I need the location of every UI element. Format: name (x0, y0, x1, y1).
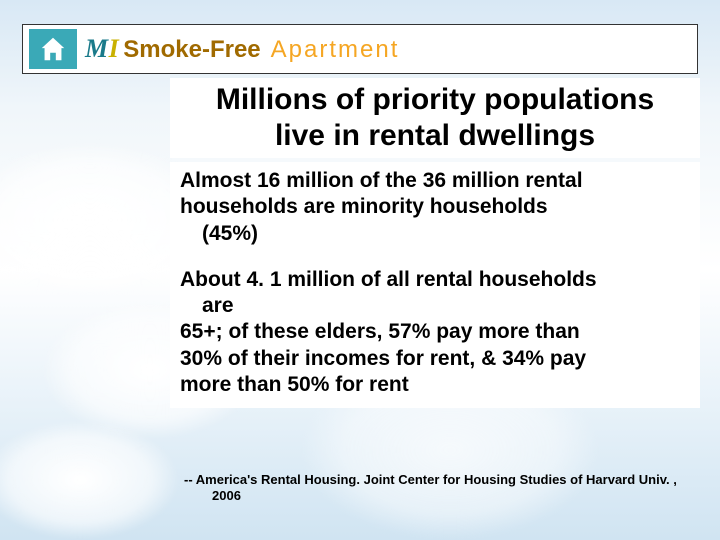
logo-mi: MI (85, 34, 119, 64)
body-line: households are minority households (180, 195, 548, 218)
body-para-1: Almost 16 million of the 36 million rent… (180, 168, 690, 247)
slide: MI Smoke-Free Apartment Millions of prio… (0, 0, 720, 540)
logo-apartment: Apartment (271, 36, 400, 64)
body-line: (45%) (180, 222, 258, 245)
title-line-2: live in rental dwellings (275, 119, 595, 152)
body-para-2: About 4. 1 million of all rental househo… (180, 267, 690, 398)
body-line: 30% of their incomes for rent, & 34% pay (180, 347, 586, 370)
body-line: 65+; of these elders, 57% pay more than (180, 320, 580, 343)
logo-i: I (109, 34, 120, 63)
body-line: Almost 16 million of the 36 million rent… (180, 169, 583, 192)
title-line-1: Millions of priority populations (216, 83, 654, 116)
citation-line: 2006 (184, 488, 241, 503)
cloud-decoration (0, 420, 180, 540)
logo-text: MI Smoke-Free Apartment (85, 34, 399, 64)
slide-title: Millions of priority populations live in… (170, 78, 700, 158)
body-line: are (180, 294, 234, 317)
slide-body: Almost 16 million of the 36 million rent… (170, 162, 700, 408)
body-line: more than 50% for rent (180, 373, 409, 396)
logo-smoke-free: Smoke-Free (123, 36, 260, 64)
house-icon (29, 29, 77, 69)
logo-m: M (85, 34, 109, 63)
citation-line: -- America's Rental Housing. Joint Cente… (184, 472, 677, 487)
logo-header: MI Smoke-Free Apartment (22, 24, 698, 74)
body-line: About 4. 1 million of all rental househo… (180, 268, 597, 291)
citation: -- America's Rental Housing. Joint Cente… (184, 472, 704, 505)
